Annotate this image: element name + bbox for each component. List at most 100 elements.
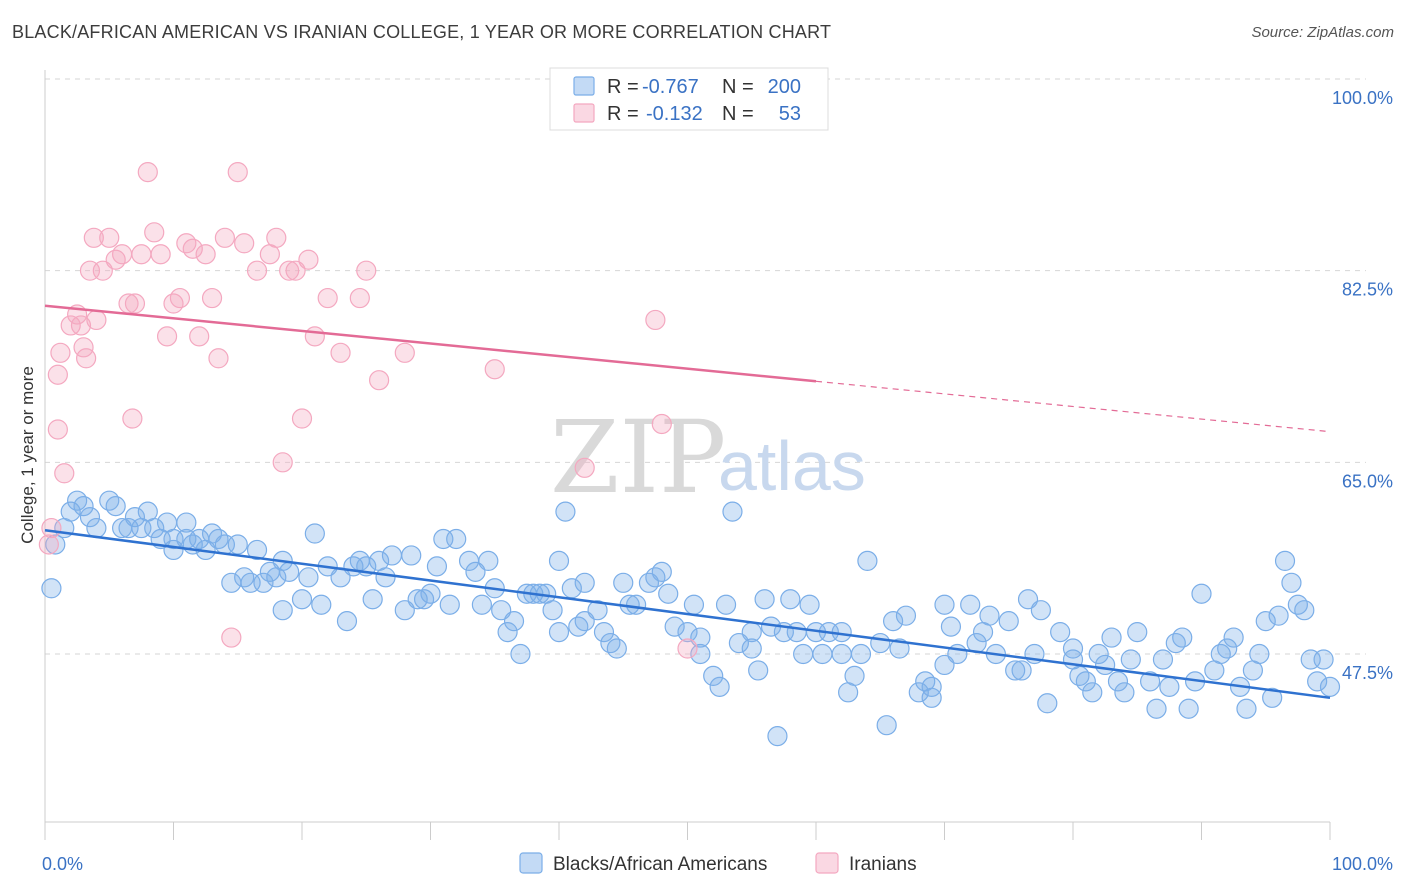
data-point (709, 676, 730, 697)
data-point (246, 539, 268, 561)
data-point (895, 605, 917, 626)
data-point (304, 326, 325, 347)
data-point (921, 676, 942, 697)
data-point (221, 627, 242, 648)
bottom-legend-swatch-iranians (815, 852, 839, 874)
data-point (45, 534, 66, 555)
data-point (439, 594, 460, 615)
data-point (484, 359, 505, 380)
data-point (176, 512, 197, 533)
data-point (683, 594, 705, 615)
x-tick-labels: 0.0% 100.0% (42, 854, 1393, 874)
data-point (889, 638, 910, 659)
data-point (1319, 676, 1341, 697)
data-point (330, 342, 351, 363)
data-point (60, 501, 81, 522)
data-point (960, 594, 981, 615)
data-point (1274, 550, 1296, 572)
data-point (122, 408, 143, 429)
data-point (677, 621, 698, 643)
y-tick-label: 100.0% (1332, 88, 1393, 108)
data-point (272, 452, 293, 473)
data-point (1127, 621, 1148, 643)
data-point (908, 682, 929, 703)
data-point (362, 589, 383, 610)
data-point (844, 665, 865, 687)
data-point (1294, 600, 1315, 621)
data-point (651, 413, 672, 435)
data-point (542, 600, 563, 621)
data-point (921, 687, 942, 708)
data-point (799, 594, 820, 615)
bottom-legend: Blacks/African Americans Iranians (519, 852, 917, 875)
data-point (1159, 676, 1180, 697)
data-point (478, 550, 499, 572)
data-point (1069, 665, 1090, 687)
data-point (76, 348, 97, 369)
data-point (413, 589, 435, 610)
data-point (587, 600, 608, 621)
y-tick-label: 65.0% (1342, 471, 1393, 491)
data-point (176, 233, 197, 254)
data-point (812, 643, 833, 665)
data-point (651, 561, 672, 582)
data-point (748, 660, 769, 681)
data-point (1075, 671, 1096, 692)
data-point (50, 342, 71, 363)
data-point (208, 528, 229, 550)
data-point (574, 611, 595, 632)
data-point (555, 501, 576, 522)
data-point (574, 572, 595, 593)
data-point (1281, 572, 1302, 593)
data-point (349, 287, 370, 309)
data-point (182, 238, 203, 259)
chart-title: BLACK/AFRICAN AMERICAN VS IRANIAN COLLEG… (12, 22, 832, 42)
data-point (156, 326, 178, 347)
data-point (613, 572, 634, 593)
data-point (1030, 600, 1051, 621)
scatter-points (38, 161, 1341, 747)
data-point (1255, 611, 1276, 632)
data-point (381, 545, 403, 566)
data-point (1307, 671, 1328, 692)
data-point (1088, 643, 1109, 665)
data-point (998, 611, 1019, 632)
data-point (86, 309, 107, 331)
legend-r-value: -0.132 (646, 103, 703, 125)
data-point (600, 632, 621, 654)
data-point (1037, 693, 1058, 714)
data-point (304, 523, 325, 544)
trend-lines (44, 304, 1331, 700)
data-point (137, 161, 158, 183)
data-point (503, 611, 525, 632)
y-tick-label: 82.5% (1342, 280, 1393, 300)
data-point (1062, 638, 1084, 659)
data-point (1050, 621, 1071, 643)
data-point (169, 287, 191, 309)
data-point (47, 364, 68, 385)
data-point (1114, 682, 1135, 703)
data-point (317, 287, 338, 309)
legend-r-label: R = (607, 103, 639, 125)
data-point (105, 249, 126, 270)
data-point (1107, 671, 1129, 692)
data-point (1139, 671, 1161, 692)
data-point (79, 506, 101, 528)
data-point (99, 227, 120, 248)
data-point (201, 287, 223, 309)
data-point (124, 506, 146, 528)
data-point (638, 572, 660, 593)
data-point (1178, 698, 1199, 719)
data-point (876, 715, 897, 736)
data-point (163, 293, 184, 314)
data-point (246, 260, 268, 281)
legend-r-value: -0.767 (642, 76, 699, 98)
data-point (882, 611, 904, 632)
data-point (1146, 698, 1167, 719)
data-point (593, 621, 615, 643)
data-point (375, 567, 396, 588)
watermark: ZIP atlas (550, 399, 866, 516)
data-point (715, 594, 737, 615)
data-point (1082, 682, 1103, 703)
data-point (1262, 687, 1283, 708)
